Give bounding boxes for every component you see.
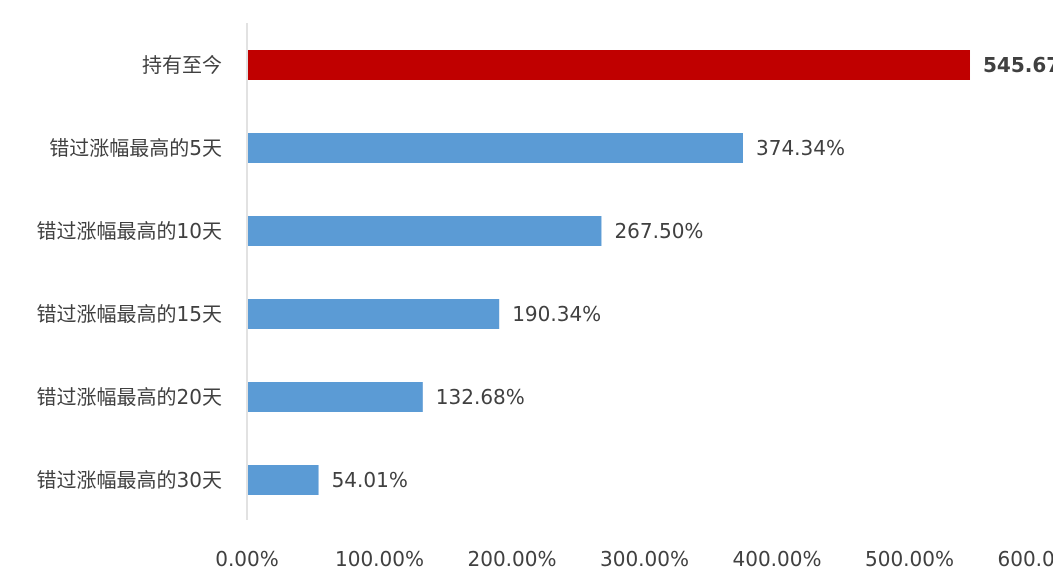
x-tick-label-4: 400.00% [733, 547, 822, 571]
labels-layer: 持有至今 545.67% 错过涨幅最高的5天 374.34% 错过涨幅最高的10天 267… [37, 53, 1053, 571]
data-label-1: 374.34% [756, 136, 845, 160]
data-label-3: 190.34% [512, 302, 601, 326]
bar-4 [248, 382, 423, 412]
category-label-1: 错过涨幅最高的5天 [49, 136, 222, 160]
bar-2 [248, 216, 602, 246]
x-tick-label-0: 0.00% [215, 547, 279, 571]
x-tick-label-1: 100.00% [335, 547, 424, 571]
data-label-4: 132.68% [436, 385, 525, 409]
category-label-5: 错过涨幅最高的30天 [37, 468, 222, 492]
category-label-3: 错过涨幅最高的15天 [37, 302, 222, 326]
x-tick-label-3: 300.00% [600, 547, 689, 571]
bar-1 [248, 133, 744, 163]
bars-layer [248, 50, 971, 495]
data-label-0: 545.67% [983, 53, 1053, 77]
category-label-0: 持有至今 [142, 53, 222, 77]
category-label-4: 错过涨幅最高的20天 [37, 385, 222, 409]
data-label-5: 54.01% [332, 468, 408, 492]
category-label-2: 错过涨幅最高的10天 [37, 219, 222, 243]
x-tick-label-6: 600.00% [998, 547, 1053, 571]
bar-5 [248, 465, 319, 495]
x-tick-label-5: 500.00% [865, 547, 954, 571]
data-label-2: 267.50% [614, 219, 703, 243]
bar-3 [248, 299, 500, 329]
x-tick-label-2: 200.00% [468, 547, 557, 571]
bar-0 [248, 50, 971, 80]
